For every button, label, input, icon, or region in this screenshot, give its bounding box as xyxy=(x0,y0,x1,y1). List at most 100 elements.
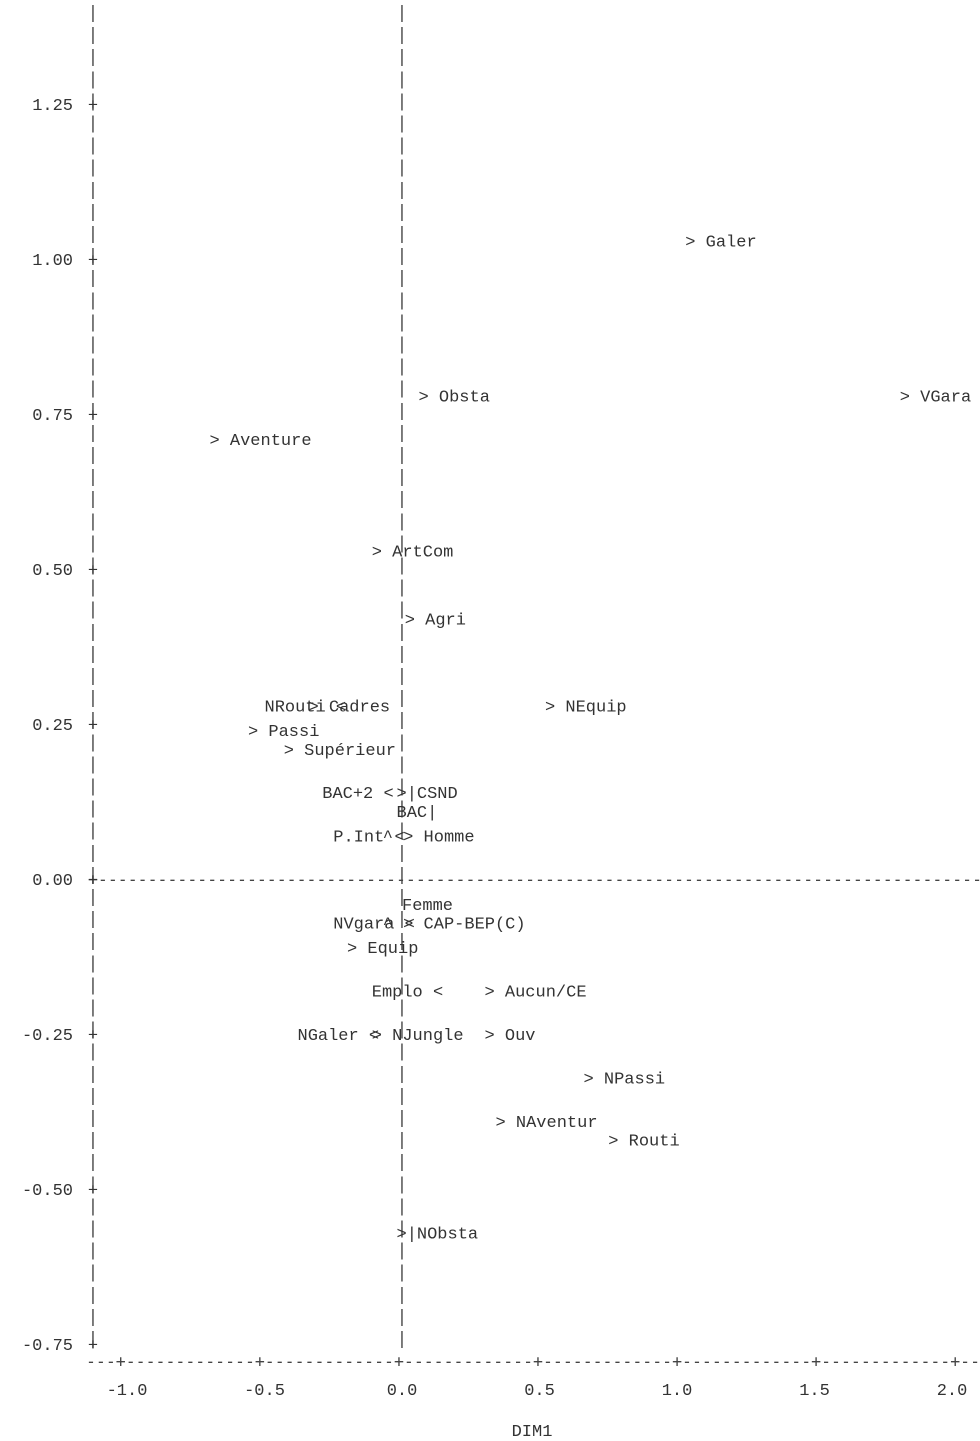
data-point-nvgara: NVgara < xyxy=(333,915,415,934)
svg-text:|: | xyxy=(397,25,407,44)
svg-text:|: | xyxy=(88,379,98,398)
svg-text:|: | xyxy=(397,158,407,177)
data-point-ngaler: NGaler < xyxy=(298,1027,380,1046)
svg-text:|: | xyxy=(397,1086,407,1105)
svg-text:|: | xyxy=(88,1285,98,1304)
svg-text:|: | xyxy=(88,600,98,619)
y-tick-mark: + xyxy=(88,97,98,116)
data-point-vgara: > VGara xyxy=(900,388,971,407)
svg-text:|: | xyxy=(88,1219,98,1238)
data-point-njungle: > NJungle xyxy=(372,1027,464,1046)
svg-text:|: | xyxy=(397,1329,407,1348)
data-point-npassi: > NPassi xyxy=(584,1070,666,1089)
y-tick-label: 0.25 xyxy=(32,717,73,736)
svg-text:|: | xyxy=(88,821,98,840)
svg-text:|: | xyxy=(397,423,407,442)
svg-text:|: | xyxy=(397,909,407,928)
svg-text:|: | xyxy=(88,25,98,44)
y-tick-label: 0.50 xyxy=(32,562,73,581)
x-axis-label: DIM1 xyxy=(512,1423,553,1441)
svg-text:|: | xyxy=(88,114,98,133)
svg-text:|: | xyxy=(397,1020,407,1039)
svg-text:|: | xyxy=(88,688,98,707)
x-tick-label: -1.0 xyxy=(107,1382,148,1401)
svg-text:|: | xyxy=(397,180,407,199)
svg-text:|: | xyxy=(88,865,98,884)
svg-text:|: | xyxy=(88,1086,98,1105)
svg-text:|: | xyxy=(88,1130,98,1149)
svg-text:|: | xyxy=(397,91,407,110)
svg-text:|: | xyxy=(397,1219,407,1238)
svg-text:|: | xyxy=(397,1174,407,1193)
svg-text:|: | xyxy=(397,1108,407,1127)
svg-text:|: | xyxy=(397,931,407,950)
svg-text:|: | xyxy=(397,843,407,862)
data-point-artcom: > ArtCom xyxy=(372,543,454,562)
svg-text:|: | xyxy=(88,1329,98,1348)
x-tick-label: 0.5 xyxy=(524,1382,555,1401)
svg-text:|: | xyxy=(397,357,407,376)
y-tick-mark: + xyxy=(88,252,98,271)
svg-text:|: | xyxy=(397,754,407,773)
svg-text:|: | xyxy=(88,533,98,552)
svg-text:|: | xyxy=(397,511,407,530)
x-tick-label: 1.0 xyxy=(662,1382,693,1401)
data-point-nequip: > NEquip xyxy=(545,698,627,717)
svg-text:|: | xyxy=(397,600,407,619)
data-point-passi: > Passi xyxy=(248,723,319,742)
svg-text:|: | xyxy=(397,1263,407,1282)
svg-text:|: | xyxy=(397,622,407,641)
svg-text:|: | xyxy=(88,644,98,663)
y-tick-label: -0.50 xyxy=(22,1182,73,1201)
svg-text:|: | xyxy=(88,556,98,575)
svg-text:|: | xyxy=(88,335,98,354)
svg-text:|: | xyxy=(397,3,407,22)
y-tick-label: -0.25 xyxy=(22,1027,73,1046)
svg-text:|: | xyxy=(88,467,98,486)
svg-text:|: | xyxy=(397,644,407,663)
svg-text:|: | xyxy=(397,865,407,884)
svg-text:+-----------------------------: +---------------------------------------… xyxy=(88,870,980,889)
svg-text:|: | xyxy=(88,887,98,906)
svg-text:|: | xyxy=(397,379,407,398)
data-point-labels: > Galer > Obsta > VGara > Aventure > ArtCom >… xyxy=(210,233,972,1244)
data-point-femme: Femme xyxy=(402,897,453,916)
svg-text:|: | xyxy=(88,136,98,155)
data-point-aventure: > Aventure xyxy=(210,432,312,451)
y-tick-mark: + xyxy=(88,407,98,426)
svg-text:|: | xyxy=(397,445,407,464)
svg-text:|: | xyxy=(397,799,407,818)
svg-text:|: | xyxy=(397,533,407,552)
data-point-bac-2: BAC+2 < xyxy=(322,785,393,804)
svg-text:|: | xyxy=(88,180,98,199)
data-point-bac: BAC| xyxy=(397,804,438,823)
svg-text:|: | xyxy=(88,3,98,22)
svg-text:|: | xyxy=(88,1263,98,1282)
data-point-homme: ^ > Homme xyxy=(383,829,475,848)
svg-text:|: | xyxy=(397,401,407,420)
svg-text:|: | xyxy=(397,556,407,575)
data-point-galer: > Galer xyxy=(685,233,756,252)
svg-text:|: | xyxy=(88,843,98,862)
svg-text:|: | xyxy=(88,975,98,994)
svg-text:|: | xyxy=(88,1108,98,1127)
svg-text:|: | xyxy=(397,69,407,88)
svg-text:|: | xyxy=(397,47,407,66)
data-point-csnd: >|CSND xyxy=(397,785,458,804)
svg-text:|: | xyxy=(397,1130,407,1149)
data-point-nobsta: >|NObsta xyxy=(397,1225,479,1244)
svg-text:|: | xyxy=(397,335,407,354)
data-point-ouv: > Ouv xyxy=(485,1027,536,1046)
svg-text:|: | xyxy=(397,1042,407,1061)
svg-text:|: | xyxy=(88,931,98,950)
svg-text:|: | xyxy=(88,777,98,796)
svg-text:|: | xyxy=(397,821,407,840)
svg-text:|: | xyxy=(88,1020,98,1039)
svg-text:|: | xyxy=(397,1064,407,1083)
svg-text:|: | xyxy=(88,91,98,110)
data-point-agri: > Agri xyxy=(405,612,466,631)
data-point-obsta: > Obsta xyxy=(419,388,490,407)
svg-text:|: | xyxy=(88,445,98,464)
y-tick-mark: + xyxy=(88,1182,98,1201)
